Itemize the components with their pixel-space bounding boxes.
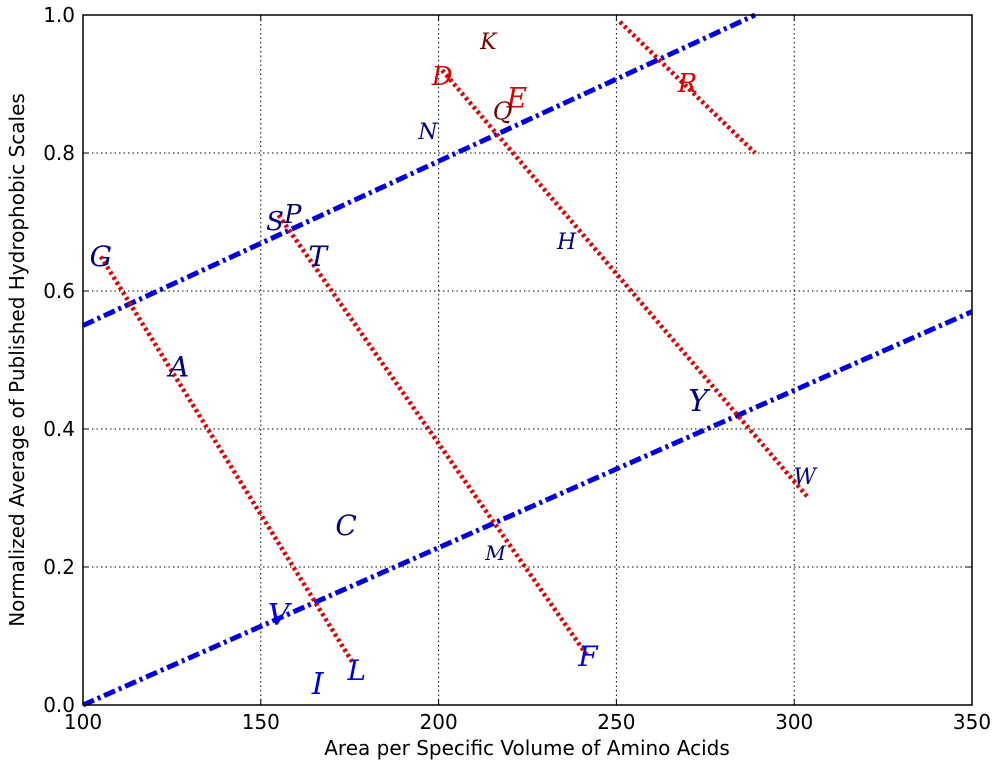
x-tick-label: 100 <box>64 710 102 734</box>
trend-lines <box>81 12 974 708</box>
point-label-v: V <box>268 598 293 633</box>
y-tick-label: 0.0 <box>43 693 75 717</box>
data-points: K D EQ R N S PT H G A Y W C M V F LI <box>90 30 819 702</box>
x-tick-label: 300 <box>775 710 813 734</box>
x-tick-label: 150 <box>242 710 280 734</box>
point-label-p: P <box>283 200 302 230</box>
y-tick-label: 0.2 <box>43 555 75 579</box>
y-tick-label: 1.0 <box>43 3 75 27</box>
point-label-a: A <box>166 350 189 383</box>
red-line-r <box>618 20 757 155</box>
point-label-d: D <box>431 62 453 92</box>
point-label-s: S <box>266 207 284 237</box>
point-label-i: I <box>311 667 325 702</box>
point-label-t: T <box>308 240 329 273</box>
y-tick-label: 0.6 <box>43 279 75 303</box>
blue-line-upper <box>81 12 757 328</box>
point-label-m: M <box>484 541 506 565</box>
point-label-w: W <box>794 465 819 490</box>
point-label-n: N <box>417 120 438 145</box>
point-label-e: E <box>506 81 527 114</box>
point-label-q: Q <box>493 98 513 126</box>
plot-frame <box>82 14 973 706</box>
y-tick-label: 0.4 <box>43 417 75 441</box>
point-label-r: R <box>677 69 698 99</box>
x-tick-label: 350 <box>953 710 991 734</box>
point-label-g: G <box>90 240 112 273</box>
plot-area <box>83 15 972 705</box>
x-axis-label: Area per Specific Volume of Amino Acids <box>324 736 730 760</box>
point-label-l: L <box>347 654 367 687</box>
x-tick-label: 250 <box>597 710 635 734</box>
point-label-f: F <box>577 640 599 673</box>
x-tick-label: 200 <box>420 710 458 734</box>
red-line-d-w <box>440 68 811 500</box>
point-label-h: H <box>556 230 577 255</box>
blue-line-lower <box>81 309 974 708</box>
axis-ticks: 100 150 200 250 300 350 0.0 0.2 0.4 0.6 0.8 1.0 <box>43 3 991 734</box>
point-label-k: K <box>479 30 498 55</box>
y-axis-label: Normalized Average of Published Hydropho… <box>5 93 29 627</box>
point-label-c: C <box>335 509 356 542</box>
point-label-y: Y <box>688 384 711 419</box>
red-line-g-l <box>98 255 356 665</box>
y-tick-label: 0.8 <box>43 141 75 165</box>
